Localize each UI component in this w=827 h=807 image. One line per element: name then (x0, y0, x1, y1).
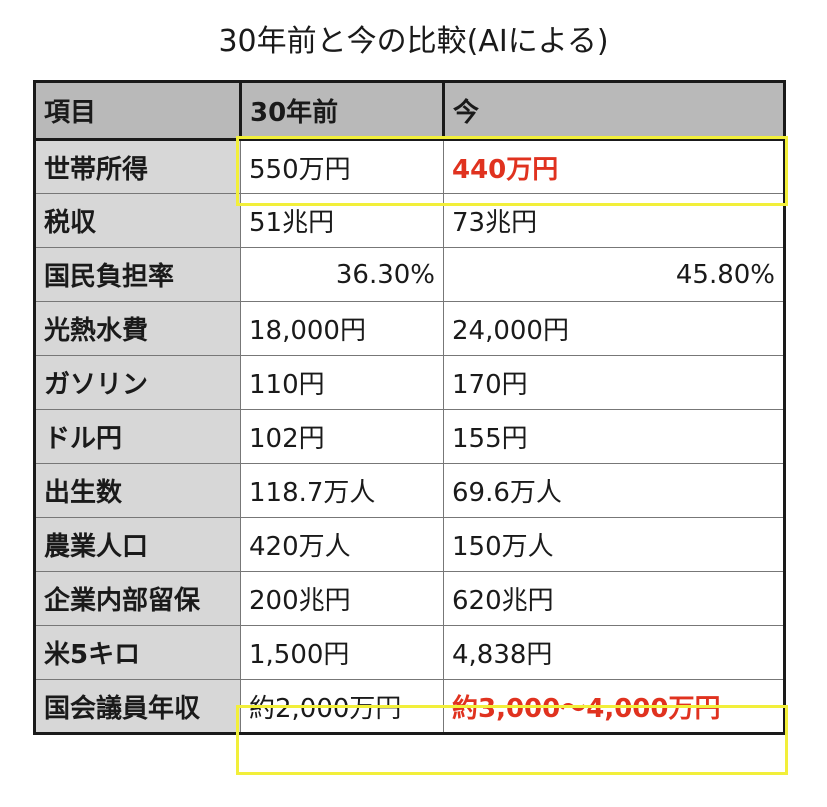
table-row: 光熱水費 18,000円 24,000円 (33, 301, 786, 356)
table-row: 米5キロ 1,500円 4,838円 (33, 625, 786, 680)
past-value: 420万人 (240, 517, 444, 572)
header-30-years-ago: 30年前 (239, 80, 445, 141)
table-row: 農業人口 420万人 150万人 (33, 517, 786, 572)
table-row: ガソリン 110円 170円 (33, 355, 786, 410)
past-value: 550万円 (240, 139, 444, 194)
row-label: 米5キロ (33, 625, 241, 680)
table-row: 国会議員年収 約2,000万円 約3,000〜4,000万円 (33, 679, 786, 735)
row-label: 出生数 (33, 463, 241, 518)
past-value: 36.30% (240, 247, 444, 302)
now-value: 4,838円 (443, 625, 786, 680)
now-value: 24,000円 (443, 301, 786, 356)
row-label: ガソリン (33, 355, 241, 410)
now-value: 170円 (443, 355, 786, 410)
table-row: 世帯所得 550万円 440万円 (33, 139, 786, 194)
past-value: 51兆円 (240, 193, 444, 248)
past-value: 102円 (240, 409, 444, 464)
past-value: 1,500円 (240, 625, 444, 680)
past-value: 18,000円 (240, 301, 444, 356)
page-title: 30年前と今の比較(AIによる) (218, 24, 609, 59)
now-value: 620兆円 (443, 571, 786, 626)
comparison-table-container: 項目 30年前 今 世帯所得 550万円 440万円 税収 51兆円 73兆円 … (33, 80, 786, 735)
header-now: 今 (442, 80, 786, 141)
past-value: 118.7万人 (240, 463, 444, 518)
now-value: 45.80% (443, 247, 786, 302)
table-row: 国民負担率 36.30% 45.80% (33, 247, 786, 302)
past-value: 約2,000万円 (240, 679, 444, 735)
row-label: ドル円 (33, 409, 241, 464)
table-body: 世帯所得 550万円 440万円 税収 51兆円 73兆円 国民負担率 36.3… (33, 139, 786, 735)
now-value: 440万円 (443, 139, 786, 194)
table-row: 税収 51兆円 73兆円 (33, 193, 786, 248)
header-row: 項目 30年前 今 (33, 80, 786, 141)
past-value: 110円 (240, 355, 444, 410)
table-row: 企業内部留保 200兆円 620兆円 (33, 571, 786, 626)
table-row: ドル円 102円 155円 (33, 409, 786, 464)
row-label: 国会議員年収 (33, 679, 241, 735)
row-label: 税収 (33, 193, 241, 248)
comparison-table: 項目 30年前 今 世帯所得 550万円 440万円 税収 51兆円 73兆円 … (33, 80, 786, 735)
now-value: 150万人 (443, 517, 786, 572)
past-value: 200兆円 (240, 571, 444, 626)
row-label: 世帯所得 (33, 139, 241, 194)
now-value: 69.6万人 (443, 463, 786, 518)
now-value: 155円 (443, 409, 786, 464)
now-value: 73兆円 (443, 193, 786, 248)
row-label: 国民負担率 (33, 247, 241, 302)
row-label: 光熱水費 (33, 301, 241, 356)
now-value: 約3,000〜4,000万円 (443, 679, 786, 735)
table-row: 出生数 118.7万人 69.6万人 (33, 463, 786, 518)
row-label: 企業内部留保 (33, 571, 241, 626)
row-label: 農業人口 (33, 517, 241, 572)
header-item: 項目 (33, 80, 242, 141)
table-header: 項目 30年前 今 (33, 80, 786, 141)
